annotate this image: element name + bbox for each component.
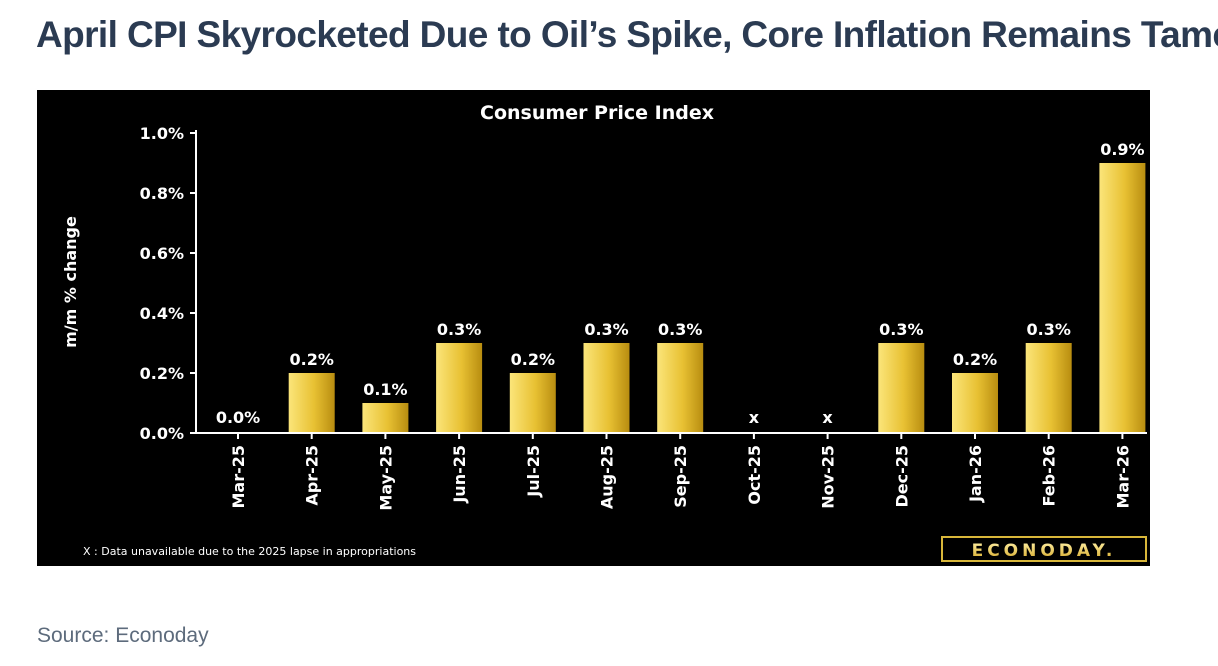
source-note: Source: Econoday xyxy=(37,624,209,647)
x-tick-label-jan-26: Jan-26 xyxy=(966,445,985,503)
cpi-bar-chart: Consumer Price Index m/m % change 0.0%0.… xyxy=(61,102,1147,562)
bar-may-25 xyxy=(362,403,409,433)
bar-sep-25 xyxy=(657,343,704,433)
x-tick-label-sep-25: Sep-25 xyxy=(671,445,690,508)
x-tick-label-feb-26: Feb-26 xyxy=(1040,445,1059,507)
chart-footnote: X : Data unavailable due to the 2025 lap… xyxy=(83,545,416,558)
y-tick-label: 1.0% xyxy=(140,124,184,143)
y-tick-label: 0.2% xyxy=(140,364,184,383)
x-tick-label-may-25: May-25 xyxy=(376,445,395,511)
x-axis-ticks: Mar-25 Apr-25 May-25 Jun-25 Jul-25 Aug-25 Sep-… xyxy=(229,433,1132,511)
x-tick-label-nov-25: Nov-25 xyxy=(819,445,838,509)
y-tick-label: 0.4% xyxy=(140,304,184,323)
econoday-logo: ECONODAY. xyxy=(941,536,1147,562)
data-labels: 0.0% 0.2% 0.1% 0.3% 0.2% 0.3% 0.3% x x 0.3% 0.2% 0.… xyxy=(216,140,1145,427)
bar-feb-26 xyxy=(1025,343,1072,433)
chart-title: Consumer Price Index xyxy=(480,102,714,124)
x-tick-label-oct-25: Oct-25 xyxy=(745,445,764,505)
bar-mar-26 xyxy=(1099,163,1146,433)
x-tick-label-mar-26: Mar-26 xyxy=(1113,445,1132,509)
y-axis-ticks: 0.0% 0.2% 0.4% 0.6% 0.8% 1.0% xyxy=(140,124,196,443)
econoday-logo-text: ECONODAY. xyxy=(972,541,1117,561)
data-label-feb-26: 0.3% xyxy=(1027,320,1071,339)
data-label-jan-26: 0.2% xyxy=(953,350,997,369)
data-label-nov-25: x xyxy=(822,408,833,427)
data-label-aug-25: 0.3% xyxy=(584,320,628,339)
data-label-mar-25: 0.0% xyxy=(216,408,260,427)
data-label-apr-25: 0.2% xyxy=(290,350,334,369)
page-headline: April CPI Skyrocketed Due to Oil’s Spike… xyxy=(36,14,1218,55)
x-tick-label-dec-25: Dec-25 xyxy=(892,445,911,508)
data-label-jun-25: 0.3% xyxy=(437,320,481,339)
y-tick-label: 0.0% xyxy=(140,424,184,443)
bar-jun-25 xyxy=(436,343,483,433)
data-label-dec-25: 0.3% xyxy=(879,320,923,339)
bar-dec-25 xyxy=(878,343,925,433)
x-tick-label-jun-25: Jun-25 xyxy=(450,445,469,504)
bar-jul-25 xyxy=(509,373,556,433)
data-label-jul-25: 0.2% xyxy=(511,350,555,369)
bar-jan-26 xyxy=(952,373,998,433)
y-tick-label: 0.6% xyxy=(140,244,184,263)
axes xyxy=(195,130,1147,434)
bar-apr-25 xyxy=(288,373,335,433)
data-label-oct-25: x xyxy=(749,408,760,427)
x-tick-label-aug-25: Aug-25 xyxy=(598,445,617,509)
data-label-mar-26: 0.9% xyxy=(1100,140,1144,159)
cpi-chart-panel: Consumer Price Index m/m % change 0.0% 0.… xyxy=(37,90,1150,566)
data-label-sep-25: 0.3% xyxy=(658,320,702,339)
bars xyxy=(288,163,1146,433)
y-axis-label: m/m % change xyxy=(61,216,80,348)
bar-aug-25 xyxy=(583,343,630,433)
x-tick-label-jul-25: Jul-25 xyxy=(524,445,543,498)
x-tick-label-apr-25: Apr-25 xyxy=(303,445,322,506)
data-label-may-25: 0.1% xyxy=(363,380,407,399)
x-tick-label-mar-25: Mar-25 xyxy=(229,445,248,509)
y-tick-label: 0.8% xyxy=(140,184,184,203)
